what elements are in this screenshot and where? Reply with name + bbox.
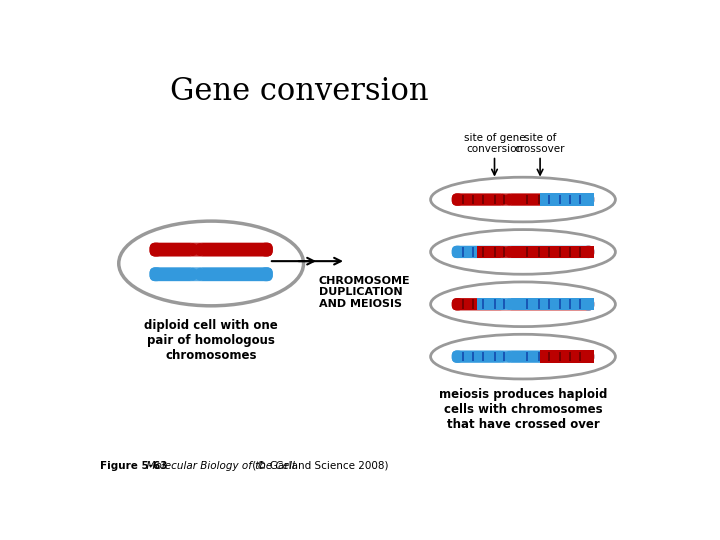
FancyBboxPatch shape <box>451 350 594 363</box>
Text: diploid cell with one
pair of homologous
chromosomes: diploid cell with one pair of homologous… <box>144 319 278 362</box>
Ellipse shape <box>189 265 204 284</box>
FancyBboxPatch shape <box>582 193 594 206</box>
FancyBboxPatch shape <box>260 242 273 256</box>
FancyBboxPatch shape <box>451 246 594 258</box>
Ellipse shape <box>505 299 514 310</box>
Bar <box>477 298 594 310</box>
Text: Figure 5-63: Figure 5-63 <box>99 461 167 470</box>
FancyBboxPatch shape <box>451 193 463 206</box>
Text: meiosis produces haploid
cells with chromosomes
that have crossed over: meiosis produces haploid cells with chro… <box>438 388 607 431</box>
Text: Molecular Biology of the Cell: Molecular Biology of the Cell <box>140 461 294 470</box>
FancyBboxPatch shape <box>451 193 594 206</box>
Ellipse shape <box>431 177 616 222</box>
Ellipse shape <box>194 243 206 256</box>
FancyBboxPatch shape <box>451 350 463 363</box>
Ellipse shape <box>499 191 513 208</box>
Bar <box>540 350 594 363</box>
Ellipse shape <box>498 299 508 310</box>
Ellipse shape <box>431 230 616 274</box>
FancyBboxPatch shape <box>150 242 273 256</box>
Text: Gene conversion: Gene conversion <box>171 76 429 107</box>
Ellipse shape <box>499 295 513 313</box>
Bar <box>540 350 541 363</box>
Ellipse shape <box>189 240 204 259</box>
Ellipse shape <box>187 243 198 256</box>
FancyBboxPatch shape <box>451 298 463 310</box>
FancyBboxPatch shape <box>582 298 594 310</box>
Ellipse shape <box>187 268 198 281</box>
Ellipse shape <box>499 244 513 260</box>
Bar <box>477 246 479 258</box>
Ellipse shape <box>431 334 616 379</box>
FancyBboxPatch shape <box>260 267 273 281</box>
Ellipse shape <box>505 194 514 205</box>
Ellipse shape <box>119 221 304 306</box>
Text: CHROMOSOME
DUPLICATION
AND MEIOSIS: CHROMOSOME DUPLICATION AND MEIOSIS <box>319 276 410 309</box>
FancyBboxPatch shape <box>150 267 273 281</box>
FancyBboxPatch shape <box>451 298 594 310</box>
Text: (© Garland Science 2008): (© Garland Science 2008) <box>249 461 388 470</box>
Bar <box>477 246 594 258</box>
FancyBboxPatch shape <box>582 246 594 258</box>
Ellipse shape <box>499 348 513 365</box>
Text: site of
crossover: site of crossover <box>515 132 565 154</box>
Ellipse shape <box>431 282 616 327</box>
Ellipse shape <box>498 194 508 205</box>
FancyBboxPatch shape <box>582 350 594 363</box>
Bar <box>540 193 594 206</box>
Ellipse shape <box>505 351 514 362</box>
FancyBboxPatch shape <box>150 242 163 256</box>
Ellipse shape <box>498 351 508 362</box>
Bar <box>477 298 479 310</box>
Bar <box>540 193 541 206</box>
Ellipse shape <box>498 246 508 258</box>
FancyBboxPatch shape <box>451 246 463 258</box>
FancyBboxPatch shape <box>150 267 163 281</box>
Text: site of gene
conversion: site of gene conversion <box>464 132 526 154</box>
Ellipse shape <box>505 246 514 258</box>
Ellipse shape <box>194 268 206 281</box>
